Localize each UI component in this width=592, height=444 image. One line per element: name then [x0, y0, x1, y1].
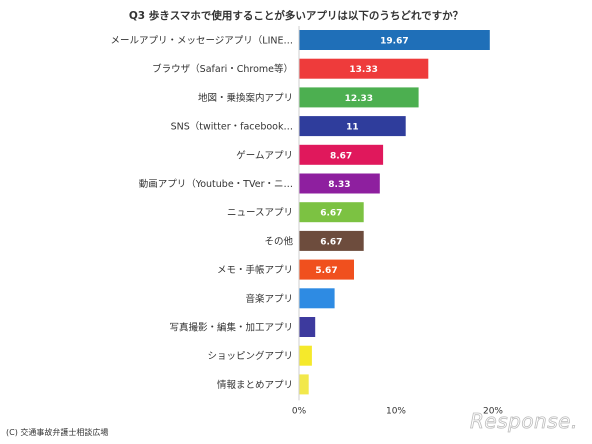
- bar: [299, 288, 335, 309]
- category-label: ブラウザ（Safari・Chrome等）: [152, 63, 293, 75]
- value-label: 8.67: [330, 151, 352, 161]
- x-axis: 0% 10% 20%: [292, 26, 503, 416]
- category-label: ニュースアプリ: [227, 208, 293, 219]
- category-label: メールアプリ・メッセージアプリ（LINE…: [110, 35, 293, 47]
- bar: [299, 259, 354, 280]
- value-label: 19.67: [380, 37, 408, 47]
- category-label: SNS（twitter・facebook…: [171, 121, 293, 133]
- value-label: 8.33: [328, 180, 350, 190]
- chart-title: Q3 歩きスマホで使用することが多いアプリは以下のうちどれですか？: [129, 9, 463, 22]
- x-tick-label: 20%: [483, 406, 503, 416]
- bar: [299, 30, 490, 50]
- value-label: 6.67: [320, 209, 342, 219]
- bar: [299, 230, 364, 251]
- x-tick-label: 10%: [386, 406, 406, 416]
- bar: [299, 116, 406, 137]
- bar: [299, 87, 419, 108]
- value-label: 5.67: [315, 266, 337, 276]
- category-label: 情報まとめアプリ: [217, 379, 293, 391]
- bars-group: メールアプリ・メッセージアプリ（LINE… 19.67 ブラウザ（Safari・Ch…: [110, 30, 490, 395]
- value-label: 11: [346, 123, 359, 133]
- bar: [299, 374, 309, 395]
- credit-text: (C) 交通事故弁護士相談広場: [6, 427, 108, 437]
- value-label: 12.33: [345, 94, 373, 104]
- value-label: 6.67: [320, 237, 342, 247]
- category-label: 写真撮影・編集・加工アプリ: [169, 322, 293, 334]
- bar: [299, 144, 384, 165]
- watermark-logo: Response.: [470, 409, 578, 433]
- category-label: その他: [264, 235, 293, 247]
- x-tick-label: 0%: [292, 406, 307, 416]
- value-label: 13.33: [349, 65, 377, 75]
- bar: [299, 317, 316, 337]
- category-label: 動画アプリ（Youtube・TVer・ニ…: [139, 178, 293, 190]
- bar: [299, 202, 364, 223]
- category-label: ゲームアプリ: [236, 149, 293, 161]
- category-label: メモ・手帳アプリ: [217, 264, 293, 276]
- bar: [299, 58, 429, 79]
- category-label: 地図・乗換案内アプリ: [198, 92, 293, 104]
- bar: [299, 173, 380, 194]
- category-label: 音楽アプリ: [245, 293, 293, 305]
- category-label: ショッピングアプリ: [207, 350, 293, 362]
- bar: [299, 345, 312, 366]
